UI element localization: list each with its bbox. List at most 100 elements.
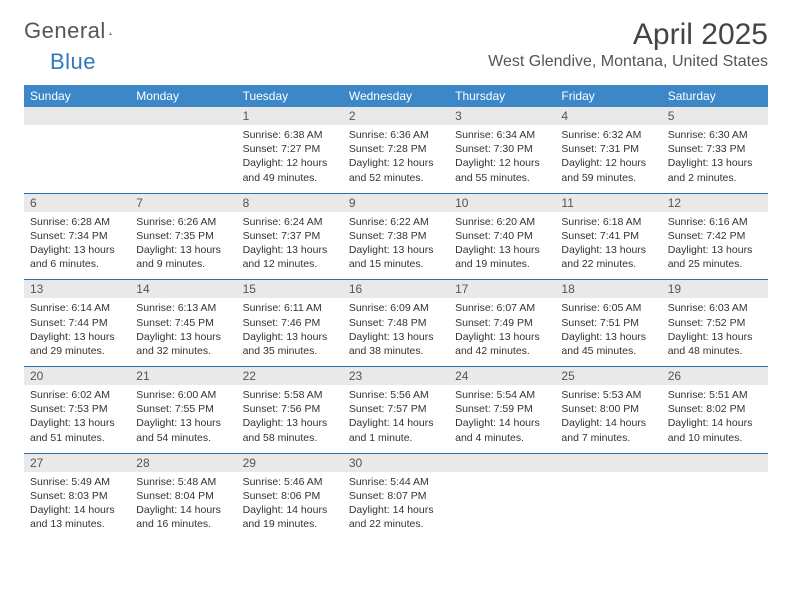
calendar-cell: 14Sunrise: 6:13 AMSunset: 7:45 PMDayligh… xyxy=(130,280,236,367)
calendar-row: 6Sunrise: 6:28 AMSunset: 7:34 PMDaylight… xyxy=(24,193,768,280)
day-number: 17 xyxy=(449,280,555,298)
day-number: 7 xyxy=(130,194,236,212)
day-number xyxy=(555,454,661,472)
calendar-cell xyxy=(555,453,661,539)
day-body: Sunrise: 6:32 AMSunset: 7:31 PMDaylight:… xyxy=(555,125,661,193)
calendar-row: 27Sunrise: 5:49 AMSunset: 8:03 PMDayligh… xyxy=(24,453,768,539)
calendar-cell: 7Sunrise: 6:26 AMSunset: 7:35 PMDaylight… xyxy=(130,193,236,280)
day-number: 15 xyxy=(237,280,343,298)
day-body: Sunrise: 6:24 AMSunset: 7:37 PMDaylight:… xyxy=(237,212,343,280)
calendar-cell: 3Sunrise: 6:34 AMSunset: 7:30 PMDaylight… xyxy=(449,107,555,193)
day-number: 11 xyxy=(555,194,661,212)
calendar-head: SundayMondayTuesdayWednesdayThursdayFrid… xyxy=(24,85,768,107)
day-number: 28 xyxy=(130,454,236,472)
day-number: 9 xyxy=(343,194,449,212)
day-body: Sunrise: 5:56 AMSunset: 7:57 PMDaylight:… xyxy=(343,385,449,453)
day-body: Sunrise: 5:48 AMSunset: 8:04 PMDaylight:… xyxy=(130,472,236,540)
calendar-cell: 18Sunrise: 6:05 AMSunset: 7:51 PMDayligh… xyxy=(555,280,661,367)
calendar-cell xyxy=(662,453,768,539)
calendar-cell: 22Sunrise: 5:58 AMSunset: 7:56 PMDayligh… xyxy=(237,367,343,454)
day-body: Sunrise: 6:22 AMSunset: 7:38 PMDaylight:… xyxy=(343,212,449,280)
title-block: April 2025 West Glendive, Montana, Unite… xyxy=(488,18,768,71)
calendar-cell: 19Sunrise: 6:03 AMSunset: 7:52 PMDayligh… xyxy=(662,280,768,367)
weekday-header: Monday xyxy=(130,85,236,107)
day-number: 25 xyxy=(555,367,661,385)
day-number: 24 xyxy=(449,367,555,385)
weekday-header: Saturday xyxy=(662,85,768,107)
day-body: Sunrise: 6:16 AMSunset: 7:42 PMDaylight:… xyxy=(662,212,768,280)
day-body: Sunrise: 6:18 AMSunset: 7:41 PMDaylight:… xyxy=(555,212,661,280)
day-number: 10 xyxy=(449,194,555,212)
day-body: Sunrise: 6:03 AMSunset: 7:52 PMDaylight:… xyxy=(662,298,768,366)
day-number: 27 xyxy=(24,454,130,472)
calendar-cell xyxy=(449,453,555,539)
calendar-cell: 1Sunrise: 6:38 AMSunset: 7:27 PMDaylight… xyxy=(237,107,343,193)
day-number: 21 xyxy=(130,367,236,385)
calendar-cell: 23Sunrise: 5:56 AMSunset: 7:57 PMDayligh… xyxy=(343,367,449,454)
day-body: Sunrise: 6:34 AMSunset: 7:30 PMDaylight:… xyxy=(449,125,555,193)
day-number: 13 xyxy=(24,280,130,298)
day-body: Sunrise: 6:20 AMSunset: 7:40 PMDaylight:… xyxy=(449,212,555,280)
day-body: Sunrise: 5:58 AMSunset: 7:56 PMDaylight:… xyxy=(237,385,343,453)
calendar-cell: 21Sunrise: 6:00 AMSunset: 7:55 PMDayligh… xyxy=(130,367,236,454)
day-number: 1 xyxy=(237,107,343,125)
calendar-cell: 24Sunrise: 5:54 AMSunset: 7:59 PMDayligh… xyxy=(449,367,555,454)
calendar-cell: 26Sunrise: 5:51 AMSunset: 8:02 PMDayligh… xyxy=(662,367,768,454)
day-number xyxy=(130,107,236,125)
calendar-row: 1Sunrise: 6:38 AMSunset: 7:27 PMDaylight… xyxy=(24,107,768,193)
sail-icon xyxy=(109,22,113,40)
day-number: 18 xyxy=(555,280,661,298)
day-body: Sunrise: 6:38 AMSunset: 7:27 PMDaylight:… xyxy=(237,125,343,193)
calendar-cell: 27Sunrise: 5:49 AMSunset: 8:03 PMDayligh… xyxy=(24,453,130,539)
day-body: Sunrise: 6:05 AMSunset: 7:51 PMDaylight:… xyxy=(555,298,661,366)
calendar-body: 1Sunrise: 6:38 AMSunset: 7:27 PMDaylight… xyxy=(24,107,768,539)
location: West Glendive, Montana, United States xyxy=(488,53,768,71)
day-number: 23 xyxy=(343,367,449,385)
calendar-cell xyxy=(130,107,236,193)
calendar-cell: 10Sunrise: 6:20 AMSunset: 7:40 PMDayligh… xyxy=(449,193,555,280)
day-number: 4 xyxy=(555,107,661,125)
calendar-cell: 12Sunrise: 6:16 AMSunset: 7:42 PMDayligh… xyxy=(662,193,768,280)
day-body xyxy=(449,472,555,530)
day-number: 16 xyxy=(343,280,449,298)
day-number: 29 xyxy=(237,454,343,472)
day-body: Sunrise: 5:44 AMSunset: 8:07 PMDaylight:… xyxy=(343,472,449,540)
day-body: Sunrise: 6:11 AMSunset: 7:46 PMDaylight:… xyxy=(237,298,343,366)
brand-text-2: Blue xyxy=(50,49,96,74)
calendar-cell: 17Sunrise: 6:07 AMSunset: 7:49 PMDayligh… xyxy=(449,280,555,367)
weekday-header: Friday xyxy=(555,85,661,107)
day-body: Sunrise: 5:46 AMSunset: 8:06 PMDaylight:… xyxy=(237,472,343,540)
calendar-row: 20Sunrise: 6:02 AMSunset: 7:53 PMDayligh… xyxy=(24,367,768,454)
day-body xyxy=(662,472,768,530)
day-number xyxy=(662,454,768,472)
day-body: Sunrise: 5:49 AMSunset: 8:03 PMDaylight:… xyxy=(24,472,130,540)
day-number: 30 xyxy=(343,454,449,472)
calendar-cell: 6Sunrise: 6:28 AMSunset: 7:34 PMDaylight… xyxy=(24,193,130,280)
day-number: 20 xyxy=(24,367,130,385)
calendar-cell: 29Sunrise: 5:46 AMSunset: 8:06 PMDayligh… xyxy=(237,453,343,539)
day-body xyxy=(24,125,130,183)
day-body: Sunrise: 6:02 AMSunset: 7:53 PMDaylight:… xyxy=(24,385,130,453)
day-body: Sunrise: 6:28 AMSunset: 7:34 PMDaylight:… xyxy=(24,212,130,280)
calendar-table: SundayMondayTuesdayWednesdayThursdayFrid… xyxy=(24,85,768,539)
day-number xyxy=(449,454,555,472)
calendar-cell: 13Sunrise: 6:14 AMSunset: 7:44 PMDayligh… xyxy=(24,280,130,367)
day-number: 5 xyxy=(662,107,768,125)
calendar-cell: 30Sunrise: 5:44 AMSunset: 8:07 PMDayligh… xyxy=(343,453,449,539)
weekday-header: Tuesday xyxy=(237,85,343,107)
day-body: Sunrise: 6:14 AMSunset: 7:44 PMDaylight:… xyxy=(24,298,130,366)
calendar-cell: 11Sunrise: 6:18 AMSunset: 7:41 PMDayligh… xyxy=(555,193,661,280)
day-number xyxy=(24,107,130,125)
day-number: 26 xyxy=(662,367,768,385)
day-number: 22 xyxy=(237,367,343,385)
day-body: Sunrise: 6:13 AMSunset: 7:45 PMDaylight:… xyxy=(130,298,236,366)
day-number: 2 xyxy=(343,107,449,125)
day-number: 8 xyxy=(237,194,343,212)
calendar-cell xyxy=(24,107,130,193)
weekday-header: Sunday xyxy=(24,85,130,107)
day-body: Sunrise: 5:51 AMSunset: 8:02 PMDaylight:… xyxy=(662,385,768,453)
day-number: 3 xyxy=(449,107,555,125)
day-body: Sunrise: 6:26 AMSunset: 7:35 PMDaylight:… xyxy=(130,212,236,280)
calendar-cell: 20Sunrise: 6:02 AMSunset: 7:53 PMDayligh… xyxy=(24,367,130,454)
calendar-page: General April 2025 West Glendive, Montan… xyxy=(0,0,792,539)
